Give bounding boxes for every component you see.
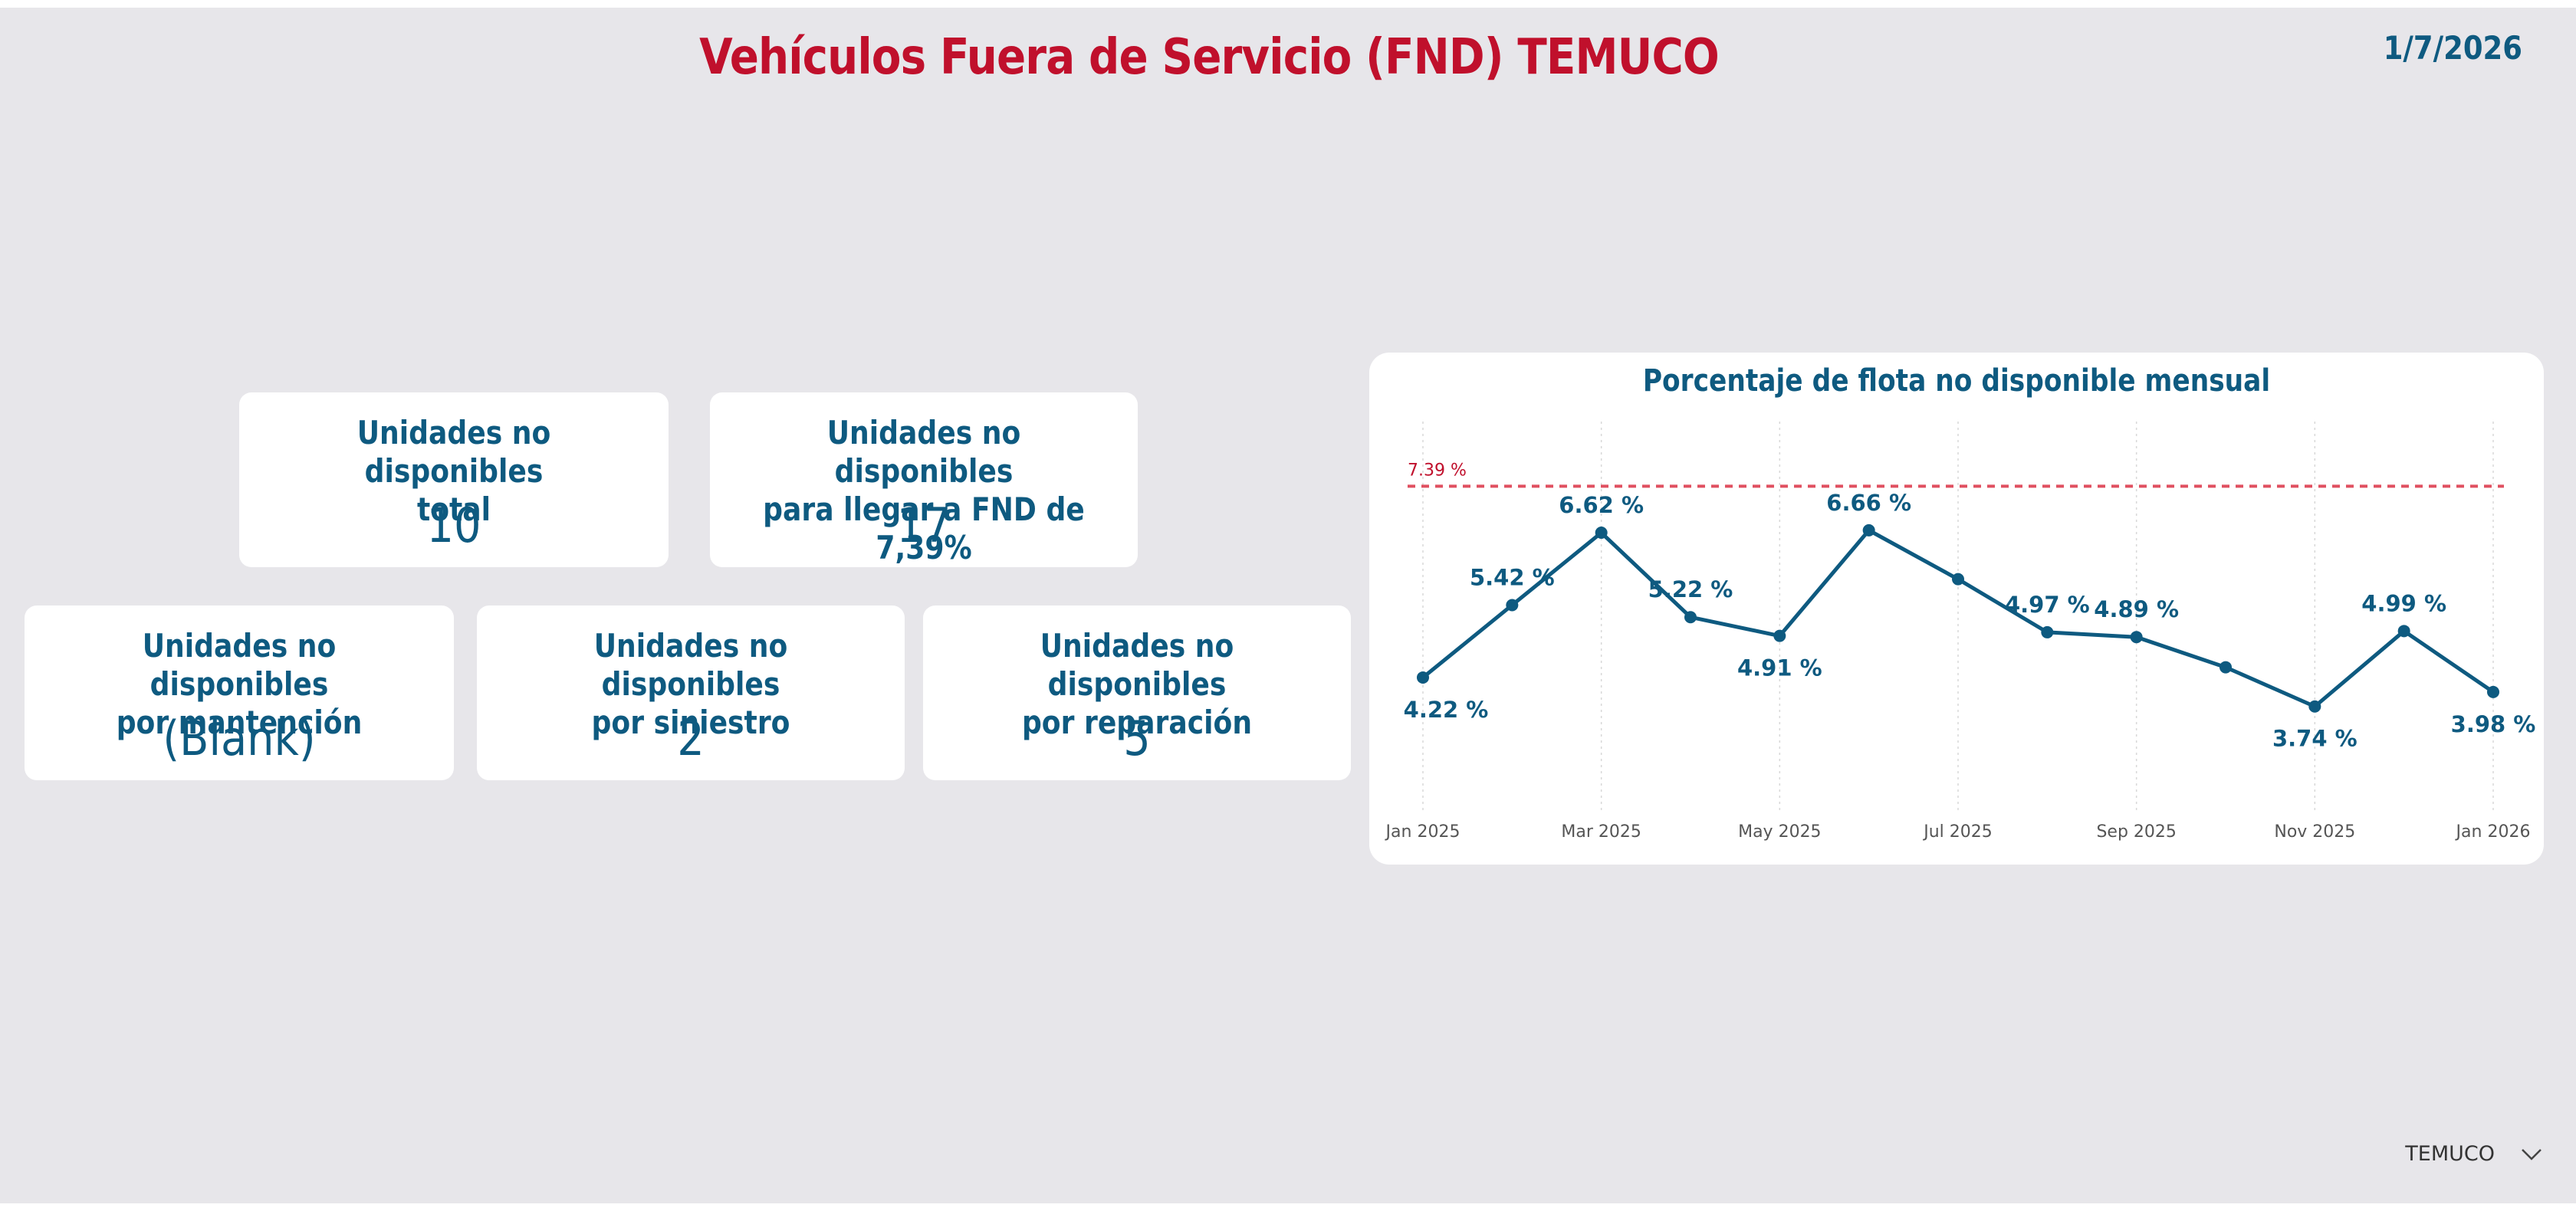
data-label: 3.74 % <box>2272 726 2358 752</box>
card-unavailable-maintenance[interactable]: Unidades no disponibles por mantención (… <box>25 606 454 780</box>
card-label-line2: por reparación <box>1021 704 1253 741</box>
x-tick-label: Mar 2025 <box>1561 822 1641 842</box>
report-canvas: Vehículos Fuera de Servicio (FND) TEMUCO… <box>0 8 2576 1203</box>
card-label: Unidades no disponibles por mantención <box>54 627 424 742</box>
card-unavailable-to-target[interactable]: Unidades no disponibles para llegar a FN… <box>710 392 1138 567</box>
chart-title: Porcentaje de flota no disponible mensua… <box>1642 363 2271 399</box>
data-point[interactable] <box>2308 700 2321 713</box>
data-label: 5.42 % <box>1470 564 1555 590</box>
data-label: 4.22 % <box>1404 697 1489 723</box>
data-point[interactable] <box>1684 611 1697 624</box>
data-label: 4.99 % <box>2361 590 2446 616</box>
reference-line-label: 7.39 % <box>1408 461 1467 480</box>
x-tick-label: Nov 2025 <box>2274 822 2355 842</box>
data-point[interactable] <box>1506 599 1519 612</box>
card-unavailable-accident[interactable]: Unidades no disponibles por siniestro 2 <box>477 606 905 780</box>
data-point[interactable] <box>1417 671 1429 684</box>
card-label-line2: para llegar a FND de 7,39% <box>763 491 1085 566</box>
data-label: 5.22 % <box>1648 576 1733 602</box>
card-label: Unidades no disponibles por siniestro <box>507 627 875 742</box>
chart-monthly-unavailable-fleet[interactable]: Porcentaje de flota no disponible mensua… <box>1369 353 2544 865</box>
data-point[interactable] <box>1862 523 1875 537</box>
data-point[interactable] <box>2041 625 2054 638</box>
x-tick-label: Jan 2025 <box>1385 822 1460 842</box>
data-point[interactable] <box>2487 685 2499 698</box>
data-label: 4.97 % <box>2005 592 2090 618</box>
x-tick-label: Jan 2026 <box>2455 822 2531 842</box>
card-label-line1: Unidades no disponibles <box>356 414 551 490</box>
chevron-down-icon[interactable] <box>2516 1139 2547 1170</box>
x-axis-ticks: Jan 2025 Mar 2025 May 2025 Jul 2025 Sep 2025… <box>1385 822 2531 842</box>
card-unavailable-repair[interactable]: Unidades no disponibles por reparación 5 <box>923 606 1351 780</box>
card-label: Unidades no disponibles para llegar a FN… <box>740 414 1108 567</box>
x-tick-label: Sep 2025 <box>2096 822 2176 842</box>
page-title: Vehículos Fuera de Servicio (FND) TEMUCO <box>699 29 1720 86</box>
data-point[interactable] <box>2130 631 2143 644</box>
card-label-line1: Unidades no disponibles <box>1040 627 1234 703</box>
data-point[interactable] <box>2220 661 2232 674</box>
report-date: 1/7/2026 <box>2383 29 2522 67</box>
data-point[interactable] <box>1952 573 1964 586</box>
data-label: 3.98 % <box>2451 711 2536 737</box>
card-label-line1: Unidades no disponibles <box>826 414 1021 490</box>
x-tick-label: Jul 2025 <box>1922 822 1993 842</box>
card-value: 10 <box>426 497 481 553</box>
card-value: (Blank) <box>163 711 316 766</box>
data-point[interactable] <box>2397 625 2410 638</box>
card-label-line2: por mantención <box>116 704 363 741</box>
card-label: Unidades no disponibles por reparación <box>953 627 1321 742</box>
card-label-line2: total <box>416 491 491 528</box>
x-tick-label: May 2025 <box>1738 822 1821 842</box>
card-label: Unidades no disponibles total <box>269 414 639 529</box>
data-label-layer: 4.22 % 5.42 % 6.62 % 5.22 % 4.91 % 6.66 % 4.97… <box>1404 490 2536 752</box>
line-chart-svg: 7.39 % 4.22 % 5.42 % 6.62 % 5.22 % 4.91 % 6.6… <box>1385 422 2536 842</box>
card-label-line1: Unidades no disponibles <box>142 627 337 703</box>
series-layer <box>1417 523 2499 713</box>
card-total-unavailable[interactable]: Unidades no disponibles total 10 <box>239 392 669 567</box>
reference-layer: 7.39 % <box>1408 461 2504 488</box>
card-label-line2: por siniestro <box>591 704 790 741</box>
data-point[interactable] <box>1595 527 1608 540</box>
data-label: 4.89 % <box>2094 596 2179 622</box>
card-value: 17 <box>896 497 951 553</box>
card-value: 2 <box>677 711 705 766</box>
slicer-selected-value: TEMUCO <box>2405 1142 2495 1166</box>
data-label: 6.62 % <box>1559 492 1644 518</box>
data-label: 4.91 % <box>1737 655 1822 681</box>
grid-layer <box>1422 422 2494 812</box>
data-label: 6.66 % <box>1826 490 1911 516</box>
data-point[interactable] <box>1773 629 1786 642</box>
location-slicer[interactable]: TEMUCO <box>2369 1134 2553 1177</box>
card-value: 5 <box>1123 711 1151 766</box>
card-label-line1: Unidades no disponibles <box>593 627 788 703</box>
